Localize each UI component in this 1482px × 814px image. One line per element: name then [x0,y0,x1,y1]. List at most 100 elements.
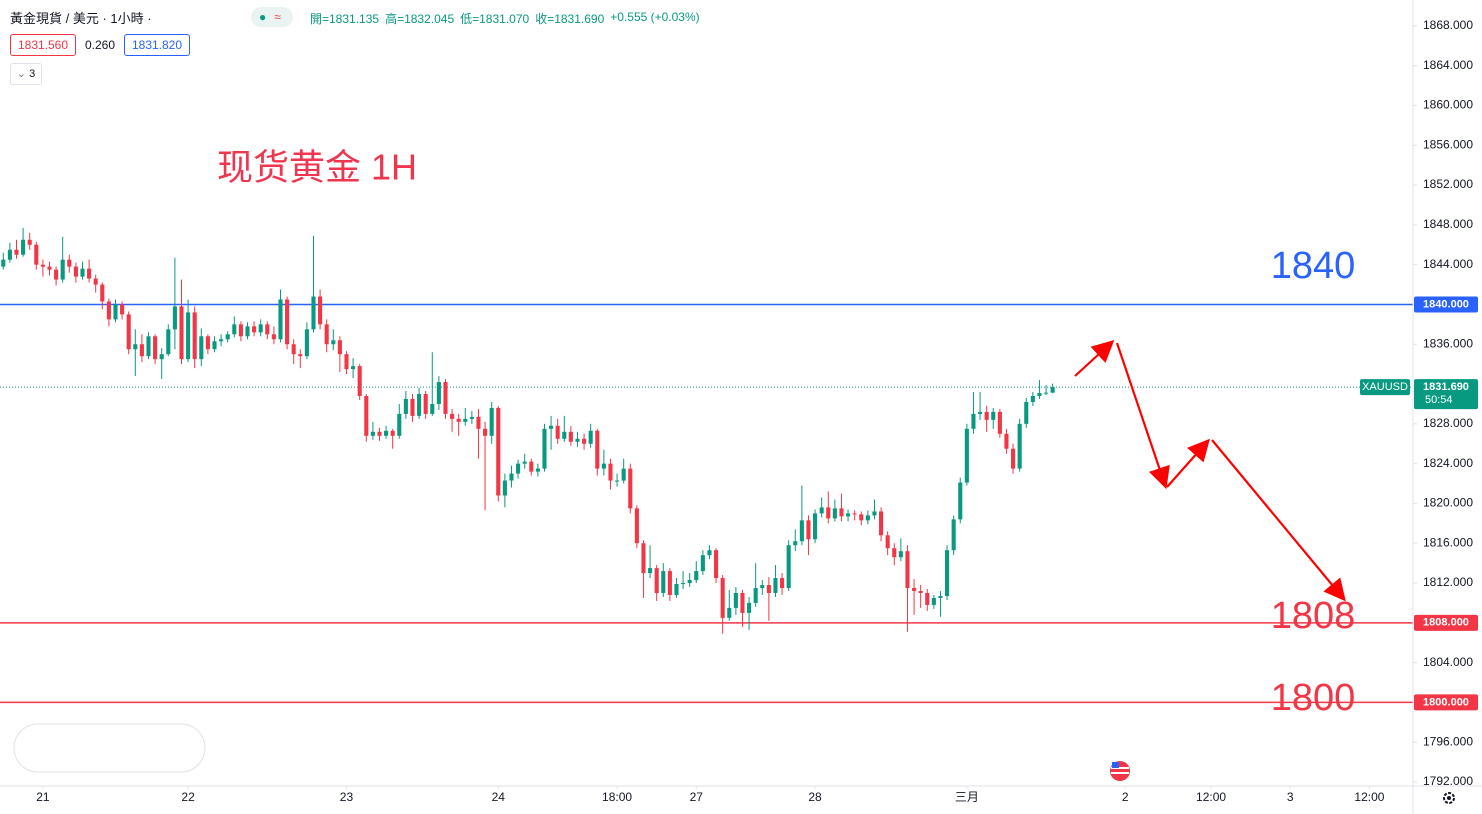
candle-body [21,239,26,255]
ohlc-legend: 開=1831.135 高=1832.045 低=1831.070 收=1831.690… [310,10,700,27]
candle-body [232,324,237,335]
y-tick-label: 1816.000 [1423,535,1473,549]
level-tag-label: 1800.000 [1423,696,1469,708]
candle-body [463,418,468,422]
candle-body [351,366,356,370]
candle-body [179,306,184,360]
candle-body [832,508,837,519]
candle-body [707,550,712,556]
candle-body [885,535,890,549]
countdown: 50:54 [1425,394,1453,406]
level-tag-label: 1840.000 [1423,298,1469,310]
candle-body [786,545,791,589]
level-tag [1414,694,1478,711]
candle-body [945,550,950,596]
x-tick-label: 24 [492,790,506,804]
candle-body [377,431,382,436]
bid-box[interactable]: 1831.560 [10,34,76,56]
candle-body [700,555,705,572]
plot: 1868.000 1864.000 1860.000 1856.000 1852.000… [0,18,1478,804]
price-tag-label: 1831.690 [1423,381,1469,393]
y-tick-label: 1836.000 [1423,336,1473,350]
spread: 0.260 [84,38,116,52]
candle-body [212,341,217,350]
y-tick-label: 1860.000 [1423,98,1473,112]
candle-body [87,268,92,279]
candle-body [34,244,39,265]
x-tick-label: 18:00 [602,790,632,804]
y-tick-label: 1824.000 [1423,456,1473,470]
candle-body [780,578,785,589]
chart-title: 现货黄金 1H [217,147,417,188]
settings-icon[interactable] [1443,792,1455,804]
candle-body [681,583,686,585]
candle-body [318,296,323,325]
candle-body [674,584,679,595]
candle-body [852,513,857,515]
candle-body [159,354,164,360]
candle-body [568,431,573,442]
candle-body [799,520,804,542]
candle-body [67,259,72,267]
candle-body [304,329,309,357]
candle-body [641,543,646,574]
candle-body [60,259,65,280]
candle-body [1004,433,1009,449]
candle-body [73,266,78,277]
candle-body [403,398,408,414]
candle-body [535,468,540,472]
candle-body [93,278,98,285]
candle-body [898,551,903,558]
candle-body [120,304,125,315]
x-tick-label: 23 [340,790,354,804]
candle-body [265,324,270,335]
level-annotation: 1808 [1271,595,1356,637]
candle-body [344,354,349,370]
candle-body [819,507,824,514]
candle-body [1024,401,1029,424]
candle-body [245,326,250,337]
candle-body [54,269,59,280]
candle-body [773,578,778,593]
y-tick-label: 1820.000 [1423,496,1473,510]
candle-body [562,431,567,439]
candle-body [146,336,151,357]
candle-body [1,259,6,267]
arrow [1166,438,1210,488]
ask-box[interactable]: 1831.820 [124,34,190,56]
candle-body [964,428,969,483]
indicator-toggle[interactable]: ⌄ 3 [10,63,42,85]
candle-body [978,411,983,414]
candle-body [384,430,389,436]
candle-body [271,334,276,340]
placeholder-pill[interactable] [13,723,206,773]
candle-body [714,550,719,579]
symbol-label[interactable]: 黃金現貨 / 美元 · 1小時 · [10,11,152,26]
candle-body [740,592,745,613]
candle-body [615,480,620,482]
candle-body [516,463,521,474]
price-tag [1414,379,1478,410]
candle-body [1050,387,1055,393]
candle-body [984,411,989,420]
level-tag-label: 1808.000 [1423,617,1469,629]
candle-body [918,590,923,593]
candle-body [648,568,653,574]
candle-body [621,468,626,481]
candle-body [370,431,375,436]
candle-body [364,395,369,436]
candle-body [496,407,501,496]
candle-body [859,514,864,521]
status-pill[interactable]: ● ≈ [251,7,293,27]
candle-body [766,585,771,593]
candle-body [839,508,844,517]
y-tick-label: 1804.000 [1423,655,1473,669]
candle-body [436,382,441,404]
level-annotation: 1800 [1271,677,1356,719]
candle-body [423,393,428,414]
candle-body [753,588,758,603]
candle-body [720,578,725,618]
candle-body [133,344,138,350]
candle-body [588,430,593,444]
candle-body [846,513,851,517]
